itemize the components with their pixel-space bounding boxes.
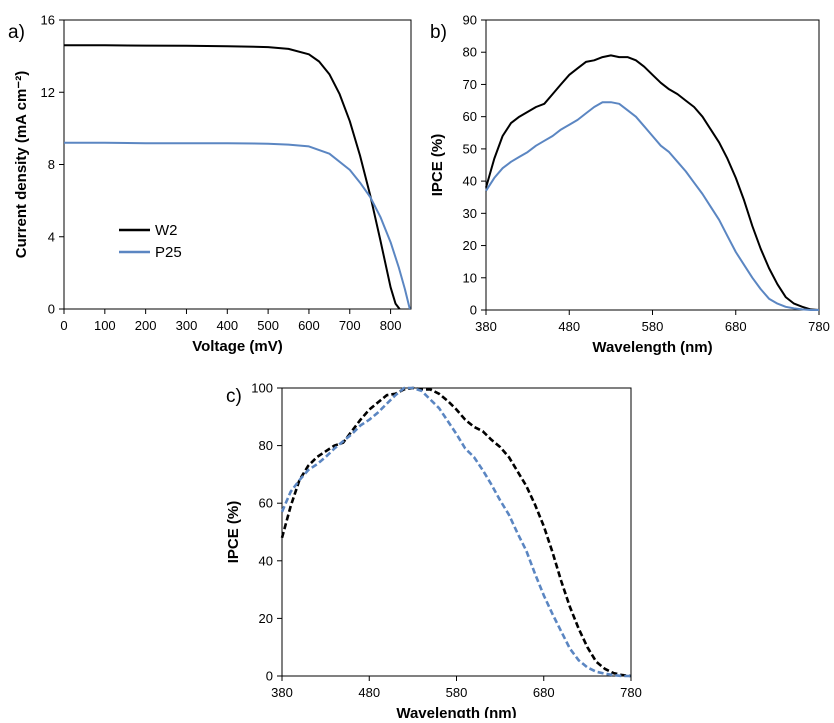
x-tick-label: 800	[380, 318, 402, 333]
y-tick-label: 50	[463, 141, 477, 156]
x-tick-label: 300	[176, 318, 198, 333]
series-line-w2	[64, 44, 401, 310]
x-tick-label: 680	[725, 319, 747, 334]
panel-label: b)	[430, 22, 447, 43]
x-tick-label: 600	[298, 318, 320, 333]
series-line-blue	[485, 101, 819, 311]
x-tick-label: 580	[642, 319, 664, 334]
x-tick-label: 100	[94, 318, 116, 333]
y-tick-label: 90	[463, 13, 477, 28]
y-tick-label: 40	[259, 553, 273, 568]
series-line-black	[485, 54, 820, 311]
y-tick-label: 80	[463, 45, 477, 60]
y-tick-label: 0	[266, 669, 273, 684]
y-axis-title: Current density (mA cm⁻²)	[13, 71, 30, 258]
y-tick-label: 100	[251, 381, 273, 396]
y-axis-title: IPCE (%)	[429, 134, 446, 197]
x-tick-label: 380	[475, 319, 497, 334]
x-tick-label: 680	[533, 685, 555, 700]
x-tick-label: 580	[446, 685, 468, 700]
y-tick-label: 20	[463, 238, 477, 253]
y-tick-label: 40	[463, 174, 477, 189]
x-tick-label: 700	[339, 318, 361, 333]
legend-label: W2	[155, 222, 178, 239]
panel-label: c)	[226, 386, 242, 407]
x-tick-label: 400	[216, 318, 238, 333]
x-tick-label: 0	[60, 318, 67, 333]
legend-label: P25	[155, 244, 182, 261]
y-tick-label: 60	[463, 109, 477, 124]
x-tick-label: 780	[808, 319, 830, 334]
panel-1: 0 100 200 300 400 500 600 700 800 0 4 8 12 16 Voltage …	[8, 13, 412, 355]
y-tick-label: 10	[463, 270, 477, 285]
y-tick-label: 20	[259, 611, 273, 626]
y-tick-label: 0	[48, 302, 55, 317]
x-axis-title: Wavelength (nm)	[396, 705, 516, 718]
y-tick-label: 4	[48, 229, 55, 244]
panel-label: a)	[8, 22, 25, 43]
series-line-blue	[280, 386, 631, 678]
x-axis-title: Wavelength (nm)	[592, 339, 712, 356]
x-tick-label: 200	[135, 318, 157, 333]
y-tick-label: 30	[463, 206, 477, 221]
y-tick-label: 12	[41, 85, 55, 100]
panel-2: 380 480 580 680 780 0 10 20 30 40 50 60 70 80 90 Wavele…	[429, 13, 830, 357]
y-tick-label: 80	[259, 438, 273, 453]
y-tick-label: 70	[463, 77, 477, 92]
x-tick-label: 480	[358, 685, 380, 700]
x-tick-label: 480	[558, 319, 580, 334]
y-tick-label: 0	[470, 303, 477, 318]
y-tick-label: 16	[41, 13, 55, 28]
x-tick-label: 780	[620, 685, 642, 700]
y-tick-label: 60	[259, 496, 273, 511]
y-axis-title: IPCE (%)	[225, 501, 242, 564]
series-line-p25	[64, 141, 411, 310]
x-tick-label: 500	[257, 318, 279, 333]
x-tick-label: 380	[271, 685, 293, 700]
x-axis-title: Voltage (mV)	[192, 338, 283, 355]
y-tick-label: 8	[48, 157, 55, 172]
